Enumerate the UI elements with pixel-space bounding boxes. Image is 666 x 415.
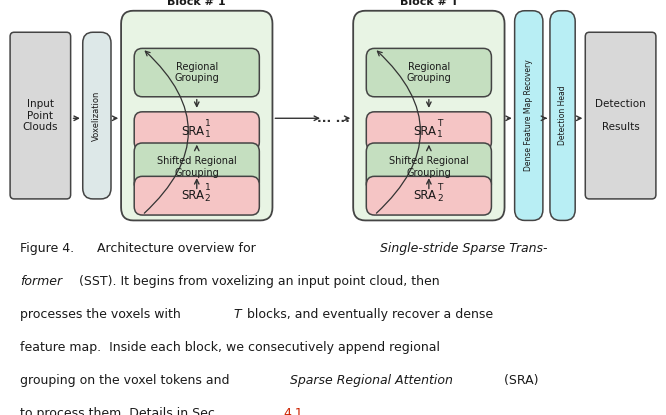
FancyBboxPatch shape xyxy=(366,49,492,97)
FancyBboxPatch shape xyxy=(366,176,492,215)
Text: SRA: SRA xyxy=(181,189,204,202)
FancyBboxPatch shape xyxy=(550,11,575,220)
Text: Shifted Regional
Grouping: Shifted Regional Grouping xyxy=(389,156,469,178)
Text: SRA: SRA xyxy=(181,124,204,138)
Text: (SRA): (SRA) xyxy=(500,374,538,387)
Text: Shifted Regional
Grouping: Shifted Regional Grouping xyxy=(157,156,236,178)
FancyBboxPatch shape xyxy=(83,32,111,199)
Text: Architecture overview for: Architecture overview for xyxy=(89,242,259,255)
Text: 2: 2 xyxy=(437,194,443,203)
Text: 2: 2 xyxy=(205,194,210,203)
Text: T: T xyxy=(233,308,240,321)
FancyBboxPatch shape xyxy=(135,49,259,97)
Text: 1: 1 xyxy=(205,129,210,139)
Text: former: former xyxy=(20,275,62,288)
Text: Detection

Results: Detection Results xyxy=(595,99,646,132)
Text: processes the voxels with: processes the voxels with xyxy=(20,308,184,321)
Text: Single-stride Sparse Trans-: Single-stride Sparse Trans- xyxy=(380,242,547,255)
Text: 4.1.: 4.1. xyxy=(284,407,308,415)
FancyBboxPatch shape xyxy=(353,11,505,220)
Text: T: T xyxy=(437,119,442,128)
Text: SRA: SRA xyxy=(414,124,436,138)
Text: to process them. Details in Sec.: to process them. Details in Sec. xyxy=(20,407,223,415)
FancyBboxPatch shape xyxy=(10,32,71,199)
Text: grouping on the voxel tokens and: grouping on the voxel tokens and xyxy=(20,374,234,387)
Text: 1: 1 xyxy=(437,129,443,139)
Text: Detection Head: Detection Head xyxy=(558,86,567,145)
Text: Sparse Regional Attention: Sparse Regional Attention xyxy=(290,374,453,387)
FancyBboxPatch shape xyxy=(515,11,543,220)
Text: Figure 4.: Figure 4. xyxy=(20,242,74,255)
Text: ... ...: ... ... xyxy=(316,112,350,125)
Text: blocks, and eventually recover a dense: blocks, and eventually recover a dense xyxy=(243,308,494,321)
FancyBboxPatch shape xyxy=(135,112,259,151)
Text: Voxelization: Voxelization xyxy=(93,90,101,141)
Text: SRA: SRA xyxy=(414,189,436,202)
Text: Input
Point
Clouds: Input Point Clouds xyxy=(23,99,58,132)
Text: Block # 1: Block # 1 xyxy=(167,0,226,7)
FancyBboxPatch shape xyxy=(135,176,259,215)
Text: (SST). It begins from voxelizing an input point cloud, then: (SST). It begins from voxelizing an inpu… xyxy=(75,275,439,288)
FancyBboxPatch shape xyxy=(366,143,492,191)
Text: Regional
Grouping: Regional Grouping xyxy=(406,62,452,83)
FancyBboxPatch shape xyxy=(585,32,656,199)
Text: 1: 1 xyxy=(205,119,210,128)
Text: Regional
Grouping: Regional Grouping xyxy=(174,62,219,83)
Text: Block # T: Block # T xyxy=(400,0,458,7)
Text: Dense Feature Map Recovery: Dense Feature Map Recovery xyxy=(524,60,533,171)
Text: feature map.  Inside each block, we consecutively append regional: feature map. Inside each block, we conse… xyxy=(20,341,440,354)
FancyBboxPatch shape xyxy=(121,11,272,220)
FancyBboxPatch shape xyxy=(135,143,259,191)
Text: T: T xyxy=(437,183,442,192)
FancyBboxPatch shape xyxy=(366,112,492,151)
Text: 1: 1 xyxy=(205,183,210,192)
